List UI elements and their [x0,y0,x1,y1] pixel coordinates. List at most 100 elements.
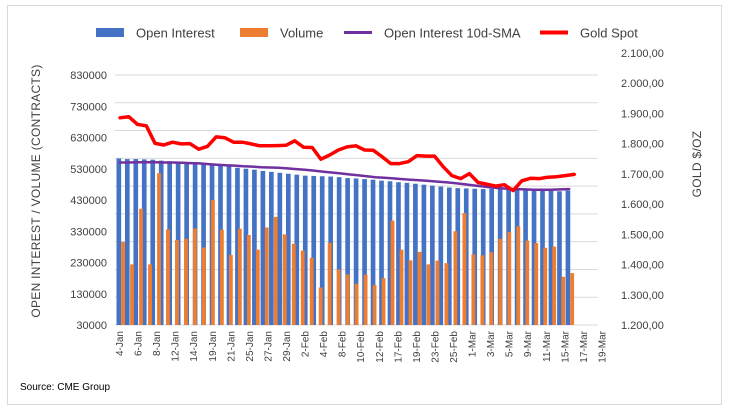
open-interest-bar [260,170,266,325]
left-tick-label: 730000 [70,101,107,113]
left-tick-label: 830000 [70,70,107,82]
x-tick-label: 23-Feb [430,331,441,363]
x-tick-label: 6-Jan [134,331,145,356]
volume-bar [201,247,206,325]
left-tick-label: 230000 [70,258,107,270]
right-tick-label: 1.200,00 [621,320,664,332]
volume-bar [184,238,188,325]
x-tick-label: 1-Mar [468,330,479,357]
volume-bar [219,229,224,325]
x-tick-label: 9-Mar [523,330,534,357]
x-axis-ticks: 4-Jan 6-Jan 8-Jan 12-Jan 14-Jan 19-Jan 21-Jan 2… [115,330,608,362]
volume-bar [426,264,431,325]
x-tick-label: 4-Jan [115,331,126,356]
volume-bar [193,228,197,325]
volume-bar [282,234,287,325]
right-axis-ticks: 2.100,00 2.000,00 1.900,00 1.800,00 1.700,00… [621,48,664,332]
chart-canvas: Open Interest Volume Open Interest 10d-SMA… [20,26,704,394]
left-axis-label: OPEN INTEREST / VOLUME (CONTRACTS) [29,64,43,317]
volume-bar [381,278,386,325]
x-tick-label: 25-Jan [245,331,256,362]
x-tick-label: 25-Feb [449,331,460,363]
volume-bar [498,238,503,325]
left-tick-label: 130000 [70,289,107,301]
right-tick-label: 2.100,00 [621,48,664,60]
left-tick-label: 530000 [70,164,107,176]
open-interest-bar [540,190,545,325]
x-tick-label: 17-Mar [579,330,590,362]
volume-bar [237,228,242,325]
volume-bar [309,257,314,325]
open-interest-bar [235,167,240,325]
volume-bar [139,208,143,325]
open-interest-bar [387,181,393,325]
volume-bar [507,231,512,325]
open-interest-bar [396,182,401,325]
legend-label: Volume [280,26,323,41]
volume-bar [157,173,161,325]
volume-bar [543,247,548,325]
left-tick-label: 30000 [76,320,107,332]
open-interest-bar [353,178,359,325]
x-tick-label: 11-Mar [542,330,553,362]
volume-bar [444,263,449,325]
left-tick-label: 430000 [70,195,107,207]
volume-bar [435,260,440,325]
volume-bar [264,227,269,325]
legend-swatch [96,28,124,37]
volume-bar [166,229,170,325]
volume-bar [372,285,377,325]
volume-bar [525,240,530,325]
right-tick-label: 1.900,00 [621,108,664,120]
x-tick-label: 29-Jan [282,331,293,362]
open-interest-bar [252,169,257,325]
x-tick-label: 12-Jan [171,331,182,362]
volume-bars [121,173,575,325]
x-tick-label: 10-Feb [356,331,367,363]
open-interest-bar [455,188,461,325]
volume-bar [336,269,341,325]
legend-label: Open Interest [136,26,215,41]
open-interest-bar [141,159,147,325]
open-interest-bar [116,158,122,325]
x-tick-label: 21-Jan [226,331,237,362]
x-tick-label: 19-Mar [597,330,608,362]
legend-label: Gold Spot [580,26,638,41]
x-tick-label: 19-Feb [412,331,423,363]
open-interest-bar [226,166,232,325]
x-tick-label: 19-Jan [208,331,219,362]
volume-bar [480,255,485,325]
open-interest-bar [379,180,384,325]
volume-bar [471,254,476,325]
x-tick-label: 17-Feb [393,331,404,363]
volume-bar [345,274,350,325]
open-interest-bar [413,183,418,325]
left-tick-label: 330000 [70,226,107,238]
volume-bar [570,273,575,325]
legend: Open Interest Volume Open Interest 10d-SMA… [96,26,638,41]
volume-bar [327,242,332,325]
volume-bar [489,252,494,325]
open-interest-bar [133,159,139,325]
open-interest-bar [269,171,274,325]
open-interest-bar [345,178,350,325]
open-interest-bar [430,185,435,325]
volume-bar [148,264,152,325]
right-tick-label: 1.700,00 [621,169,664,181]
volume-bar [534,243,539,325]
open-interest-sma-line [118,160,571,191]
volume-bar [318,287,323,325]
volume-bar [417,251,422,325]
right-tick-label: 1.800,00 [621,139,664,151]
open-interest-bar [158,160,164,325]
open-interest-bar [311,175,317,325]
open-interest-bar [285,173,291,325]
volume-bar [390,220,395,325]
open-interest-bar [438,186,444,325]
volume-bar [516,226,521,325]
volume-bar [130,264,134,325]
volume-bar [408,260,413,325]
x-tick-label: 3-Mar [486,330,497,357]
x-tick-label: 8-Feb [338,331,349,358]
x-tick-label: 15-Mar [560,330,571,362]
